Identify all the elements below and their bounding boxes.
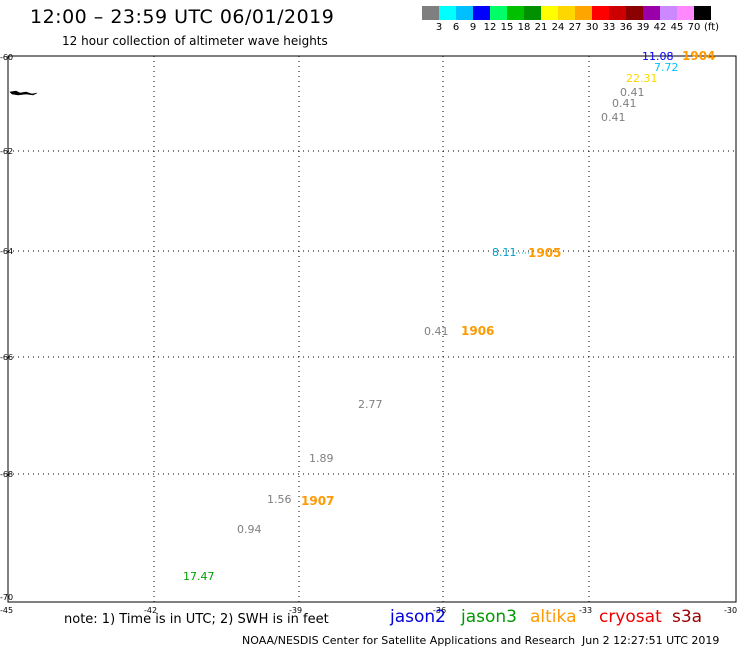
legend-cryosat: cryosat xyxy=(599,607,662,627)
lat-tick-label: -70 xyxy=(0,593,13,602)
color-scale-tick: 6 xyxy=(452,22,460,33)
color-swatch xyxy=(490,6,507,20)
color-scale-tick: 3 xyxy=(435,22,443,33)
color-swatch xyxy=(626,6,643,20)
color-scale-tick: 45 xyxy=(670,22,684,33)
color-scale-tick: 24 xyxy=(551,22,565,33)
legend-jason3: jason3 xyxy=(461,607,517,627)
color-swatch xyxy=(575,6,592,20)
color-scale-tick: 39 xyxy=(636,22,650,33)
corner-label-bottom-left: -45 xyxy=(0,606,13,615)
lat-tick-label: -68 xyxy=(0,470,13,479)
color-scale-unit: (ft) xyxy=(704,22,720,33)
color-scale-tick: 27 xyxy=(568,22,582,33)
lat-tick-label: -62 xyxy=(0,147,13,156)
wave-height-label: 0.41 xyxy=(620,86,645,99)
color-scale-tick: 30 xyxy=(585,22,599,33)
color-swatch xyxy=(643,6,660,20)
wave-height-label: 8.11 xyxy=(492,246,517,259)
color-scale-tick: 36 xyxy=(619,22,633,33)
wave-height-label: 22.31 xyxy=(626,72,658,85)
color-scale-tick: 9 xyxy=(469,22,477,33)
wave-height-label: 0.94 xyxy=(237,523,262,536)
color-scale-bar xyxy=(422,6,711,20)
wave-height-label: 0.41 xyxy=(601,111,626,124)
map-frame xyxy=(7,55,737,603)
color-scale-tick: 33 xyxy=(602,22,616,33)
lon-tick-label: -42 xyxy=(144,606,157,615)
lon-tick-label: -39 xyxy=(289,606,302,615)
lat-tick-label: -66 xyxy=(0,353,13,362)
color-swatch xyxy=(473,6,490,20)
lon-tick-label: -36 xyxy=(433,606,446,615)
time-labels: 1904 1905 1906 1907 xyxy=(301,49,715,508)
lat-tick-label: -64 xyxy=(0,247,13,256)
corner-label-bottom-right: -30 xyxy=(724,606,737,615)
color-scale-tick: 42 xyxy=(653,22,667,33)
color-scale-tick: 21 xyxy=(534,22,548,33)
credit-text: NOAA/NESDIS Center for Satellite Applica… xyxy=(242,634,576,647)
color-swatch xyxy=(439,6,456,20)
page-subtitle: 12 hour collection of altimeter wave hei… xyxy=(62,34,328,48)
legend-s3a: s3a xyxy=(672,607,703,627)
time-label: 1904 xyxy=(682,49,715,63)
color-swatch xyxy=(660,6,677,20)
wave-height-label: 7.72 xyxy=(654,61,679,74)
corner-label-top-left: -60 xyxy=(0,53,13,62)
footer-note: note: 1) Time is in UTC; 2) SWH is in fe… xyxy=(64,612,329,627)
color-scale-tick: 70 xyxy=(687,22,701,33)
color-swatch xyxy=(524,6,541,20)
wave-height-label: 0.41 xyxy=(424,325,449,338)
time-label: 1905 xyxy=(528,246,561,260)
page-title: 12:00 – 23:59 UTC 06/01/2019 xyxy=(30,6,335,28)
time-label: 1907 xyxy=(301,494,334,508)
color-scale-tick: 12 xyxy=(483,22,497,33)
color-swatch xyxy=(541,6,558,20)
wave-height-label: 1.56 xyxy=(267,493,292,506)
color-swatch xyxy=(609,6,626,20)
color-swatch xyxy=(694,6,711,20)
color-scale-tick: 15 xyxy=(500,22,514,33)
color-swatch xyxy=(558,6,575,20)
wave-height-label: 17.47 xyxy=(183,570,215,583)
legend-jason2: jason2 xyxy=(390,607,446,627)
color-swatch xyxy=(677,6,694,20)
legend-altika: altika xyxy=(530,607,577,627)
generated-timestamp: Jun 2 12:27:51 UTC 2019 xyxy=(582,634,720,647)
color-swatch xyxy=(422,6,439,20)
color-swatch xyxy=(507,6,524,20)
color-scale-tick: 18 xyxy=(517,22,531,33)
island-coastline xyxy=(9,90,38,96)
color-scale-labels: 3 6 9 12 15 18 21 24 27 30 33 36 39 42 45 70 (ft) xyxy=(422,22,740,36)
time-label: 1906 xyxy=(461,324,494,338)
wave-height-label: 0.41 xyxy=(612,97,637,110)
wave-height-label: 11.08 xyxy=(642,50,674,63)
wave-height-label: 1.89 xyxy=(309,452,334,465)
color-swatch xyxy=(592,6,609,20)
wave-height-points: 11.087.7222.310.410.410.418.110.412.771.… xyxy=(183,50,679,583)
wave-height-label: 2.77 xyxy=(358,398,383,411)
color-swatch xyxy=(456,6,473,20)
lon-tick-label: -33 xyxy=(579,606,592,615)
